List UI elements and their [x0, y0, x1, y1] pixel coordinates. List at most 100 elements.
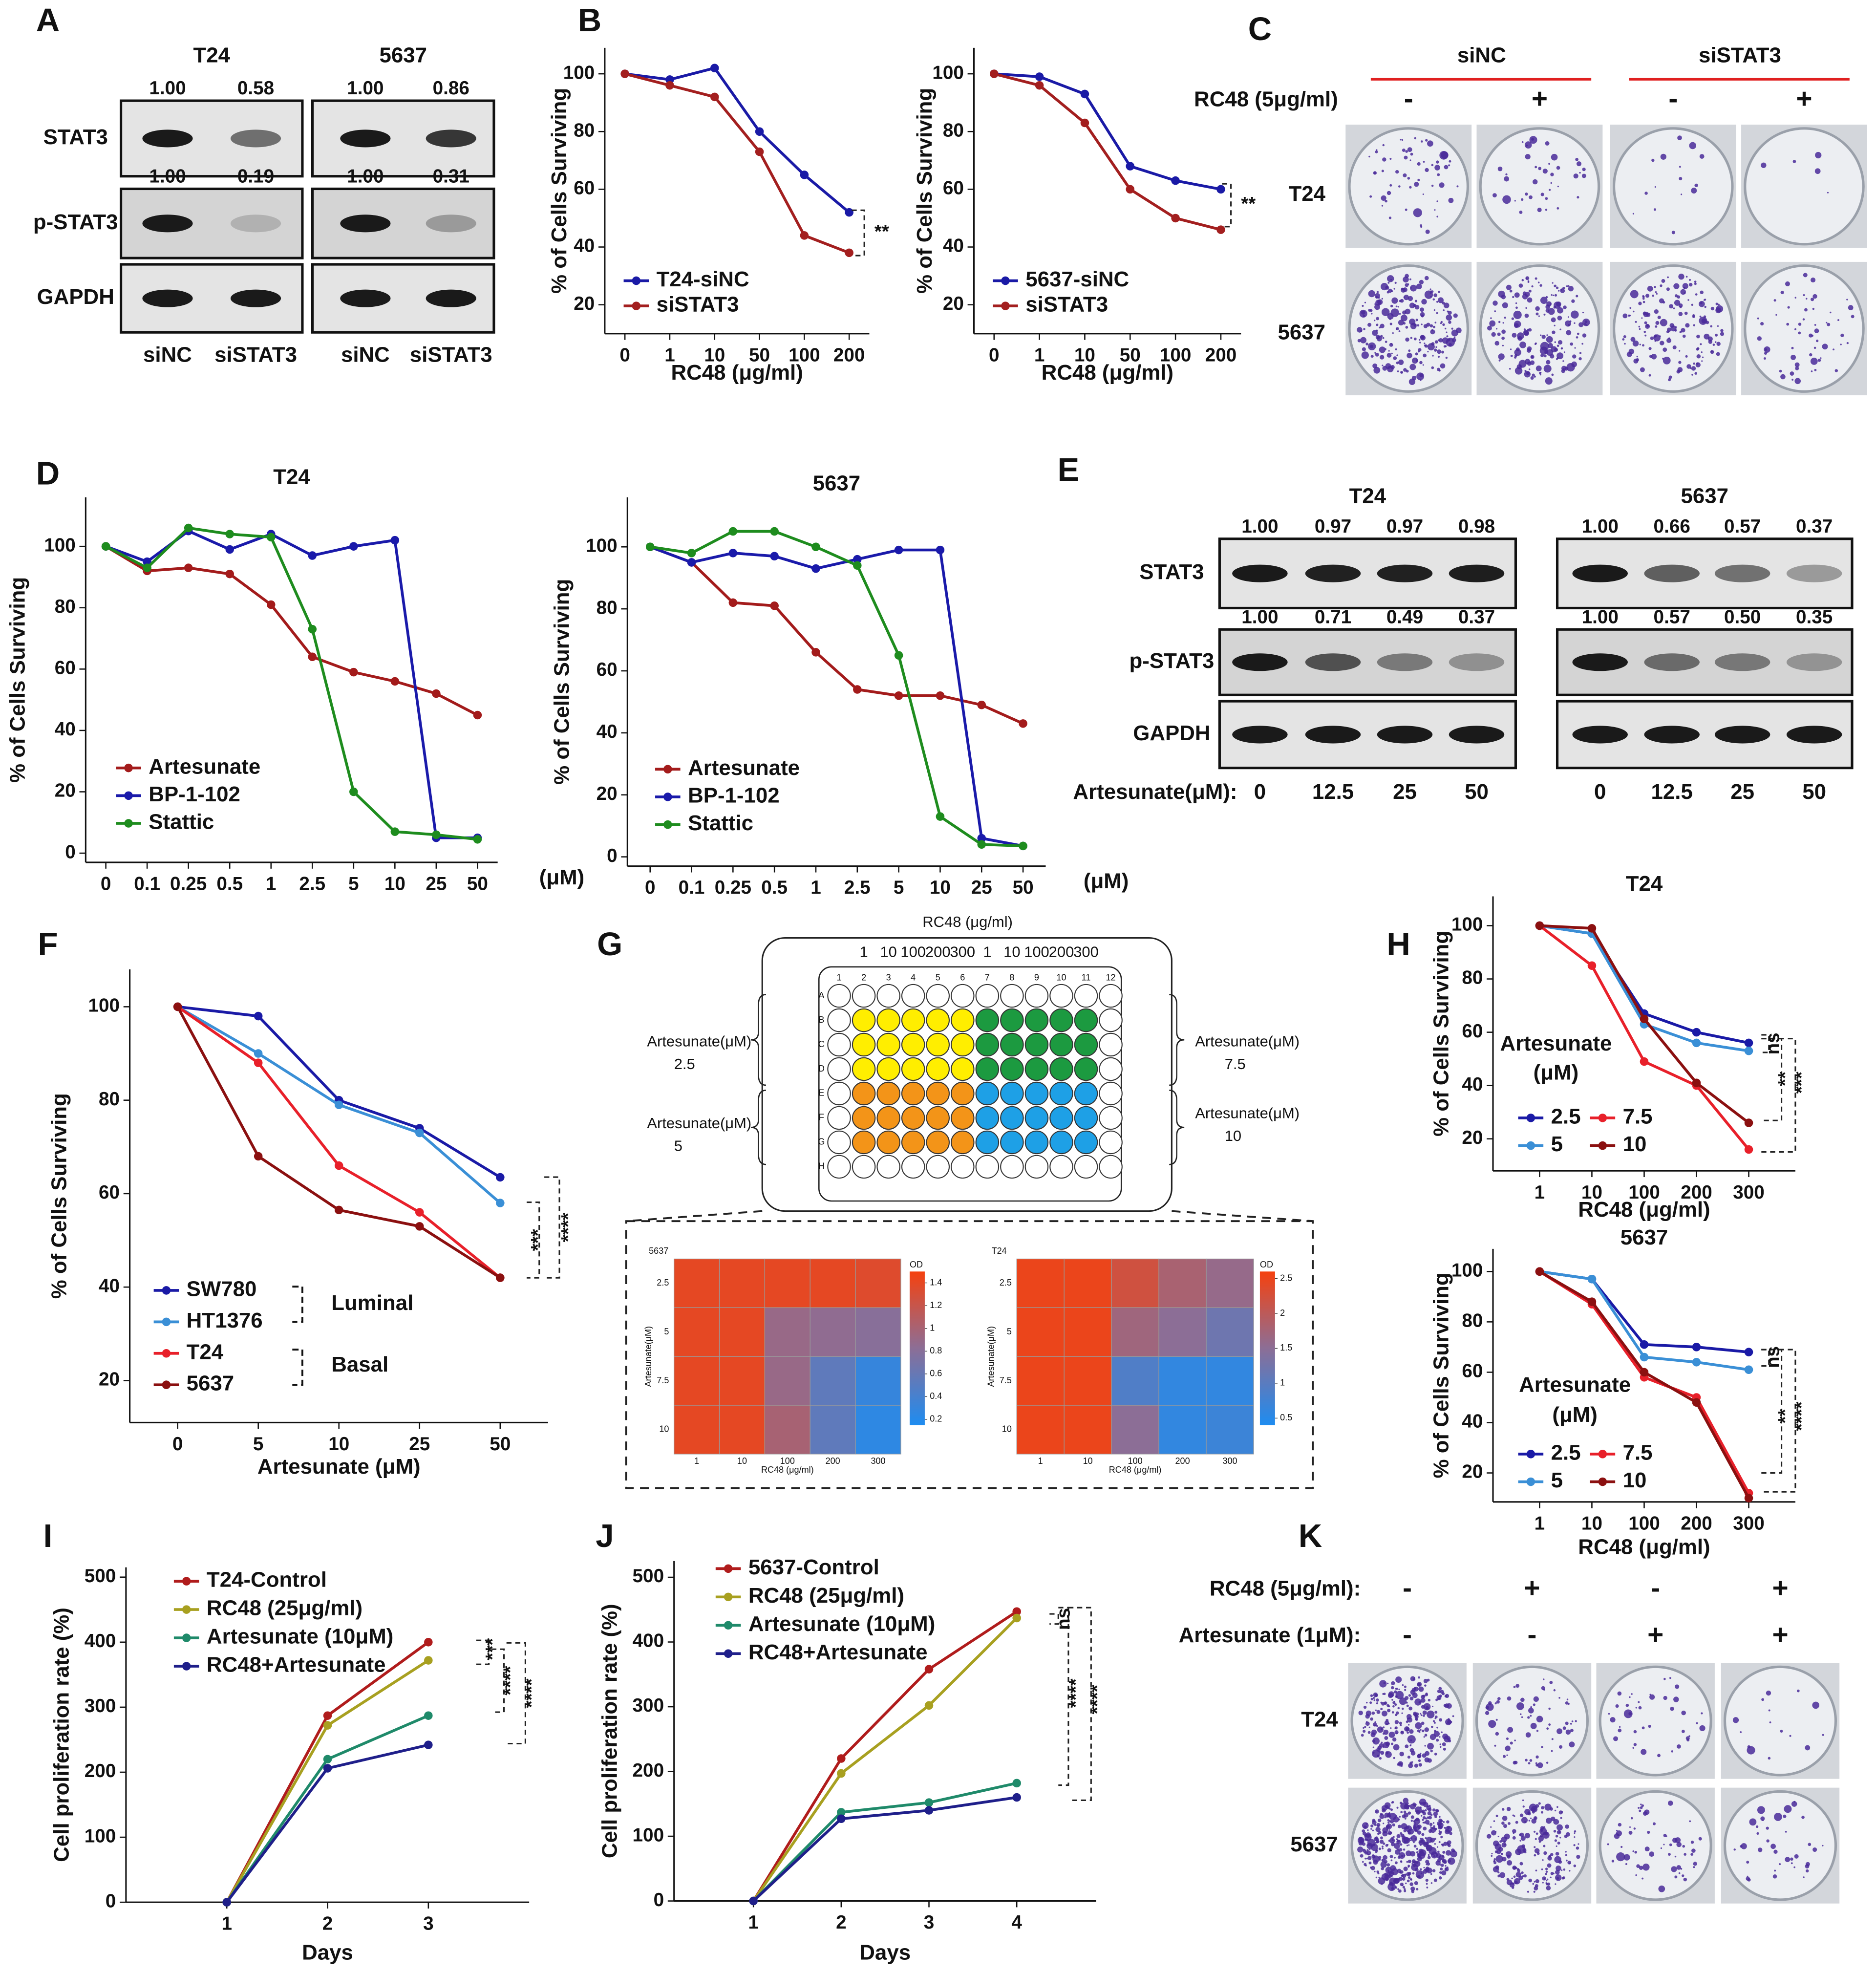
colony [1639, 1866, 1643, 1870]
colony [1622, 338, 1625, 341]
colony [1375, 1826, 1381, 1832]
colony [1521, 198, 1524, 201]
colony [1715, 333, 1718, 337]
colony [1414, 1881, 1418, 1886]
colony [1396, 1834, 1401, 1839]
panel-label: B [578, 2, 601, 39]
colony [1428, 1698, 1431, 1702]
legend-label: T24 [187, 1340, 224, 1364]
colony [1514, 1878, 1520, 1885]
colony [1401, 314, 1407, 322]
data-point [1035, 81, 1044, 90]
colony [1640, 367, 1645, 372]
colorbar-tick-label: 0.2 [930, 1414, 942, 1424]
colony [1541, 1868, 1543, 1870]
colony [1561, 1877, 1564, 1880]
colony [1541, 1746, 1543, 1748]
colony [1790, 371, 1794, 376]
colony [1704, 305, 1706, 308]
quant-label: 1.00 [149, 78, 186, 99]
y-axis-label: % of Cells Surviving [5, 577, 29, 783]
colony [1521, 279, 1524, 281]
quant-label: 1.00 [1582, 516, 1619, 537]
colony [1747, 1878, 1751, 1882]
colony [1546, 1883, 1549, 1886]
colony [1419, 279, 1424, 285]
colony [1804, 308, 1808, 312]
colony [1436, 1738, 1439, 1742]
colony [1413, 1677, 1416, 1679]
colony [1764, 352, 1767, 355]
colony [1815, 151, 1822, 159]
plate-dose: 1 [859, 944, 868, 961]
colony [1442, 323, 1445, 326]
colony [1765, 348, 1768, 351]
y-tick-label: 20 [99, 1369, 120, 1390]
colony [1436, 1726, 1438, 1729]
x-tick-label: 10 [1083, 1456, 1093, 1466]
colony [1512, 296, 1514, 298]
significance-label: *** [528, 1229, 549, 1251]
well [1099, 1057, 1123, 1081]
plate-column: 5 [936, 973, 940, 983]
colony [1654, 286, 1656, 288]
colony [1414, 137, 1417, 140]
legend-marker [663, 820, 672, 829]
colony [1560, 1817, 1562, 1819]
dish [1479, 264, 1600, 393]
well [1074, 1106, 1098, 1130]
colony [1438, 1841, 1441, 1843]
well [1074, 1130, 1098, 1155]
data-point [496, 1273, 505, 1282]
colony [1741, 1843, 1747, 1849]
colony [1515, 302, 1517, 304]
x-tick-label: 300 [1733, 1513, 1765, 1534]
quant-label: 0.66 [1654, 516, 1690, 537]
colony [1501, 336, 1505, 340]
colony [1383, 1831, 1385, 1834]
y-tick-label: 100 [1451, 914, 1483, 935]
colony [1629, 307, 1632, 309]
colony [1790, 1857, 1793, 1861]
colony [1504, 1844, 1506, 1846]
colony [1365, 343, 1369, 345]
colony [1673, 283, 1680, 289]
colony [1394, 1727, 1397, 1729]
colony [1690, 1853, 1694, 1856]
colony [1403, 1810, 1407, 1814]
colony [1419, 1851, 1422, 1853]
x-tick-label: 0.1 [134, 874, 160, 895]
x-tick-label: 25 [426, 874, 447, 895]
colony [1383, 1726, 1385, 1728]
well [876, 984, 900, 1008]
band [1232, 726, 1288, 744]
data-point [266, 533, 276, 542]
colony [1440, 1864, 1444, 1867]
colony [1689, 279, 1691, 281]
colony [1505, 1851, 1512, 1858]
well [1024, 1155, 1049, 1179]
colony [1395, 348, 1397, 351]
x-tick-label: 50 [1120, 344, 1141, 365]
colony [1424, 290, 1433, 299]
colony [1560, 347, 1563, 350]
y-tick-label: 40 [1462, 1411, 1483, 1432]
colony [1683, 1877, 1687, 1882]
colony [1429, 1734, 1436, 1740]
colony [1406, 1839, 1408, 1841]
colony [1517, 336, 1523, 341]
data-point [308, 551, 317, 560]
colony [1420, 1753, 1422, 1755]
colony [1374, 1870, 1376, 1872]
significance-label: **** [521, 1678, 542, 1708]
colony [1635, 1874, 1637, 1876]
colony [1540, 334, 1542, 336]
colony [1661, 279, 1665, 283]
colony [1420, 224, 1423, 227]
colony [1417, 324, 1420, 327]
colony [1366, 1701, 1368, 1704]
colony [1390, 1865, 1396, 1871]
significance-label: **** [500, 1666, 521, 1695]
colony [1515, 306, 1518, 309]
colony [1419, 1799, 1427, 1806]
